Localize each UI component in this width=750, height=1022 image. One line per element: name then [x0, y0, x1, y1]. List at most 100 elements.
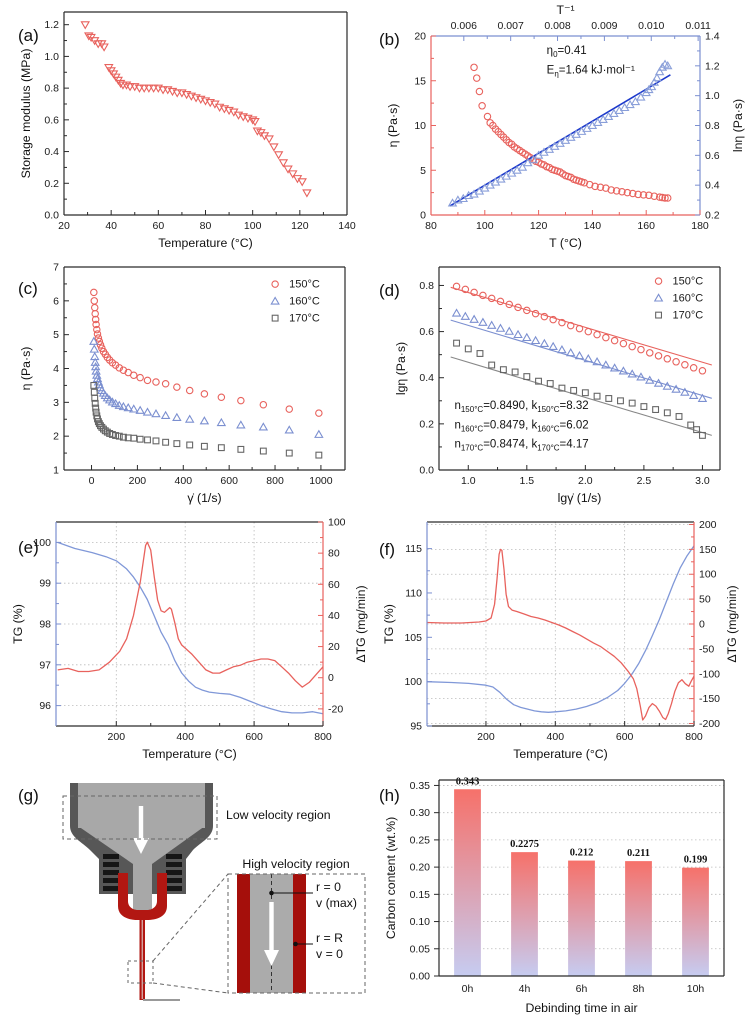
svg-text:0.007: 0.007 [498, 20, 524, 32]
svg-text:TG (%): TG (%) [11, 604, 25, 644]
svg-text:η (Pa·s): η (Pa·s) [386, 104, 400, 148]
svg-text:600: 600 [245, 731, 263, 743]
svg-text:η0=0.41: η0=0.41 [547, 45, 587, 59]
svg-text:100: 100 [244, 220, 262, 232]
svg-text:170°C: 170°C [673, 310, 704, 322]
svg-text:3.0: 3.0 [695, 475, 710, 487]
extruder-channel [133, 861, 152, 916]
inset-wall-left [237, 874, 250, 993]
svg-text:200: 200 [477, 731, 495, 743]
svg-text:lnη (Pa·s): lnη (Pa·s) [731, 99, 745, 152]
svg-text:600: 600 [220, 475, 238, 487]
svg-text:115: 115 [405, 543, 422, 555]
series-150°C [90, 288, 323, 417]
svg-text:0.2: 0.2 [44, 178, 59, 190]
svg-text:5: 5 [53, 329, 59, 341]
svg-text:8h: 8h [633, 983, 645, 995]
svg-text:140: 140 [338, 220, 356, 232]
svg-text:0.8: 0.8 [419, 280, 434, 292]
panel-label-b: (b) [379, 30, 400, 49]
svg-text:-20: -20 [328, 703, 343, 715]
svg-text:160°C: 160°C [289, 296, 320, 308]
panel-label-a: (a) [18, 26, 39, 45]
svg-text:80: 80 [200, 220, 212, 232]
svg-text:Storage modulus (MPa): Storage modulus (MPa) [19, 49, 33, 179]
panel-label-c: (c) [18, 279, 38, 298]
bar-6h [568, 860, 595, 976]
chart-tg-feedstock: 200 400 600 800 96 97 98 99 100 -20 0 20 40 60 80 100 Te… [11, 517, 368, 762]
svg-text:0.10: 0.10 [410, 916, 431, 928]
panel-c: (c) 0 200 400 600 800 1000 1 2 3 4 5 6 7 γ̇ (1/s) η (P… [0, 255, 375, 510]
svg-text:Carbon content (wt.%): Carbon content (wt.%) [384, 817, 398, 939]
panel-a: (a) 20 40 60 80 100 120 140 0.0 0.2 0.4 0.6 0.8 1.0 1… [0, 0, 375, 255]
svg-text:20: 20 [414, 31, 426, 43]
svg-text:lgγ̇ (1/s): lgγ̇ (1/s) [558, 491, 602, 505]
svg-text:40: 40 [328, 610, 340, 622]
svg-text:1.0: 1.0 [705, 90, 720, 102]
svg-text:400: 400 [176, 731, 194, 743]
svg-text:0.199: 0.199 [684, 855, 708, 866]
chart-tg-debound: 200 400 600 800 95 100 105 110 115 -200 -150 -100 -5… [382, 519, 739, 761]
svg-text:200: 200 [108, 731, 126, 743]
svg-text:800: 800 [266, 475, 284, 487]
svg-text:4h: 4h [519, 983, 531, 995]
svg-text:400: 400 [175, 475, 193, 487]
series-170°C [90, 381, 323, 459]
svg-text:0.25: 0.25 [410, 834, 431, 846]
panel-label-f: (f) [379, 540, 396, 559]
svg-text:150°C: 150°C [289, 279, 320, 291]
svg-text:120: 120 [530, 220, 548, 232]
panel-f: (f) 200 400 600 800 95 100 105 110 115 -200 -150 -1… [375, 510, 750, 766]
series-160°C [89, 336, 324, 438]
svg-text:0.6: 0.6 [705, 150, 720, 162]
svg-text:800: 800 [314, 731, 332, 743]
svg-text:160°C: 160°C [673, 293, 704, 305]
svg-text:Debinding time in air: Debinding time in air [525, 1001, 637, 1015]
v0-label: v = 0 [316, 947, 343, 961]
svg-text:0.35: 0.35 [410, 780, 431, 792]
svg-text:400: 400 [547, 731, 565, 743]
svg-text:180: 180 [691, 220, 709, 232]
extruder-body [70, 783, 213, 1001]
svg-text:7: 7 [53, 262, 59, 274]
chart-storage-modulus: 20 40 60 80 100 120 140 0.0 0.2 0.4 0.6 0.8 1.0 1.2 Te… [19, 11, 356, 250]
svg-text:TG (%): TG (%) [382, 604, 396, 644]
svg-text:0h: 0h [462, 983, 474, 995]
svg-text:-200: -200 [699, 718, 720, 730]
rR-label: r = R [316, 931, 343, 945]
svg-text:1: 1 [53, 465, 59, 477]
svg-text:n170°C=0.8474, k170°C=4.17: n170°C=0.8474, k170°C=4.17 [454, 439, 588, 453]
svg-text:4: 4 [53, 363, 59, 375]
svg-text:0.4: 0.4 [419, 372, 434, 384]
series-170°C [453, 339, 706, 439]
panel-g: (g) [0, 766, 375, 1022]
svg-text:ΔTG (mg/min): ΔTG (mg/min) [354, 585, 368, 662]
svg-text:0.212: 0.212 [570, 848, 594, 859]
svg-text:150°C: 150°C [673, 276, 704, 288]
low-velocity-box [62, 795, 218, 840]
svg-text:1.0: 1.0 [44, 51, 59, 63]
svg-text:ΔTG (mg/min): ΔTG (mg/min) [725, 585, 739, 662]
svg-text:1.4: 1.4 [705, 31, 720, 43]
zoom-connector-bottom [152, 982, 229, 994]
svg-text:100: 100 [476, 220, 494, 232]
svg-text:1.0: 1.0 [461, 475, 476, 487]
svg-text:0.011: 0.011 [685, 20, 711, 32]
svg-text:160: 160 [637, 220, 655, 232]
svg-text:0.2: 0.2 [419, 418, 434, 430]
svg-text:Eη=1.64 kJ·mol⁻¹: Eη=1.64 kJ·mol⁻¹ [547, 65, 635, 79]
panel-label-g: (g) [18, 786, 39, 805]
svg-text:0.2275: 0.2275 [510, 839, 539, 850]
svg-text:-100: -100 [699, 668, 720, 680]
svg-text:0.2: 0.2 [705, 210, 720, 222]
svg-text:Temperature (°C): Temperature (°C) [513, 747, 607, 761]
panel-h: (h) 0.343 0.2275 0.212 0.211 0.199 0h 4h 6h 8h 10… [375, 766, 750, 1022]
svg-text:n150°C=0.8490, k150°C=8.32: n150°C=0.8490, k150°C=8.32 [454, 400, 588, 414]
svg-text:170°C: 170°C [289, 313, 320, 325]
bar-0h [454, 789, 481, 976]
svg-text:50: 50 [699, 594, 711, 606]
chart-viscosity-shear-rate: 0 200 400 600 800 1000 1 2 3 4 5 6 7 γ̇ (1/s) η (Pa·s)… [19, 262, 346, 505]
bar-4h [511, 852, 538, 976]
series-lnη vs 1/T [447, 59, 673, 207]
